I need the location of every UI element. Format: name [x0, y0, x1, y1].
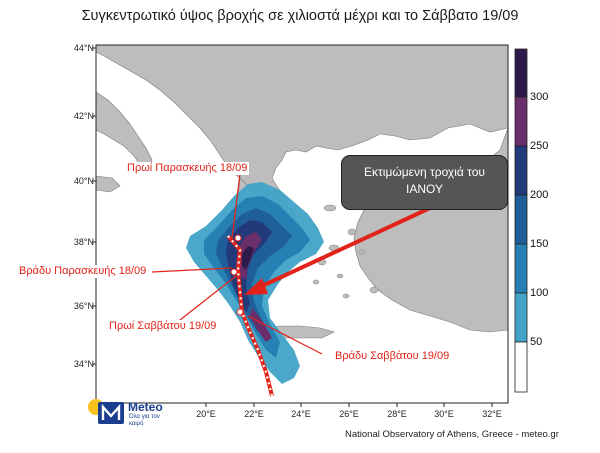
annotation-sat-evening: Βράδυ Σαββάτου 19/09 — [333, 350, 452, 363]
lat-label-34: 34°N — [73, 359, 94, 369]
colorbar-label-150: 150 — [530, 238, 549, 250]
colorbar-label-50: 50 — [530, 336, 543, 348]
lon-label-28: 28°E — [387, 409, 407, 419]
track-point-sat-morning — [236, 308, 244, 316]
logo-slogan: Όλα για τον καιρό — [129, 414, 160, 427]
colorbar-label-250: 250 — [530, 140, 549, 152]
track-dots — [227, 235, 274, 397]
rain-300mm — [242, 246, 254, 270]
colorbar-label-300: 300 — [530, 91, 549, 103]
sicily-land — [96, 175, 121, 193]
annotation-fri-evening: Βράδυ Παρασκευής 18/09 — [17, 265, 149, 278]
colorbar — [514, 48, 528, 393]
lat-label-42: 42°N — [73, 111, 94, 121]
lat-label-36: 36°N — [73, 301, 94, 311]
lon-label-20: 20°E — [196, 409, 216, 419]
track-label-line2: ΙΑΝΟΥ — [406, 182, 443, 196]
lat-label-40: 40°N — [73, 176, 94, 186]
track-direction-arrow — [244, 206, 431, 295]
lon-label-30: 30°E — [434, 409, 454, 419]
map-frame — [95, 44, 509, 404]
lat-ticks — [92, 47, 96, 365]
lon-label-32: 32°E — [482, 409, 502, 419]
track-label-line1: Εκτιμώμενη τροχιά του — [364, 165, 485, 179]
lat-label-44: 44°N — [73, 43, 94, 53]
track-point-fri-morning — [234, 234, 242, 242]
logo-name: Meteo — [128, 400, 163, 414]
colorbar-label-100: 100 — [530, 287, 549, 299]
credit-text: National Observatory of Athens, Greece -… — [345, 429, 559, 440]
lon-label-26: 26°E — [339, 409, 359, 419]
rain-200mm — [226, 220, 272, 312]
annotation-pointers — [151, 173, 323, 355]
rain-250mm-south — [250, 308, 272, 342]
lat-label-38: 38°N — [73, 237, 94, 247]
annotation-fri-morning: Πρωί Παρασκευής 18/09 — [125, 162, 250, 175]
lon-label-22: 22°E — [244, 409, 264, 419]
meteo-logo-icon — [88, 399, 124, 424]
track-point-fri-evening — [230, 268, 238, 276]
map-title: Συγκεντρωτικό ύψος βροχής σε χιλιοστά μέ… — [81, 8, 519, 24]
colorbar-label-200: 200 — [530, 189, 549, 201]
track-label-box: Εκτιμώμενη τροχιά του ΙΑΝΟΥ — [341, 155, 508, 210]
balkans-land — [96, 45, 508, 211]
lon-ticks — [205, 403, 493, 407]
annotation-sat-morning: Πρωί Σαββάτου 19/09 — [107, 320, 219, 333]
storm-track — [226, 234, 274, 397]
lon-label-24: 24°E — [291, 409, 311, 419]
